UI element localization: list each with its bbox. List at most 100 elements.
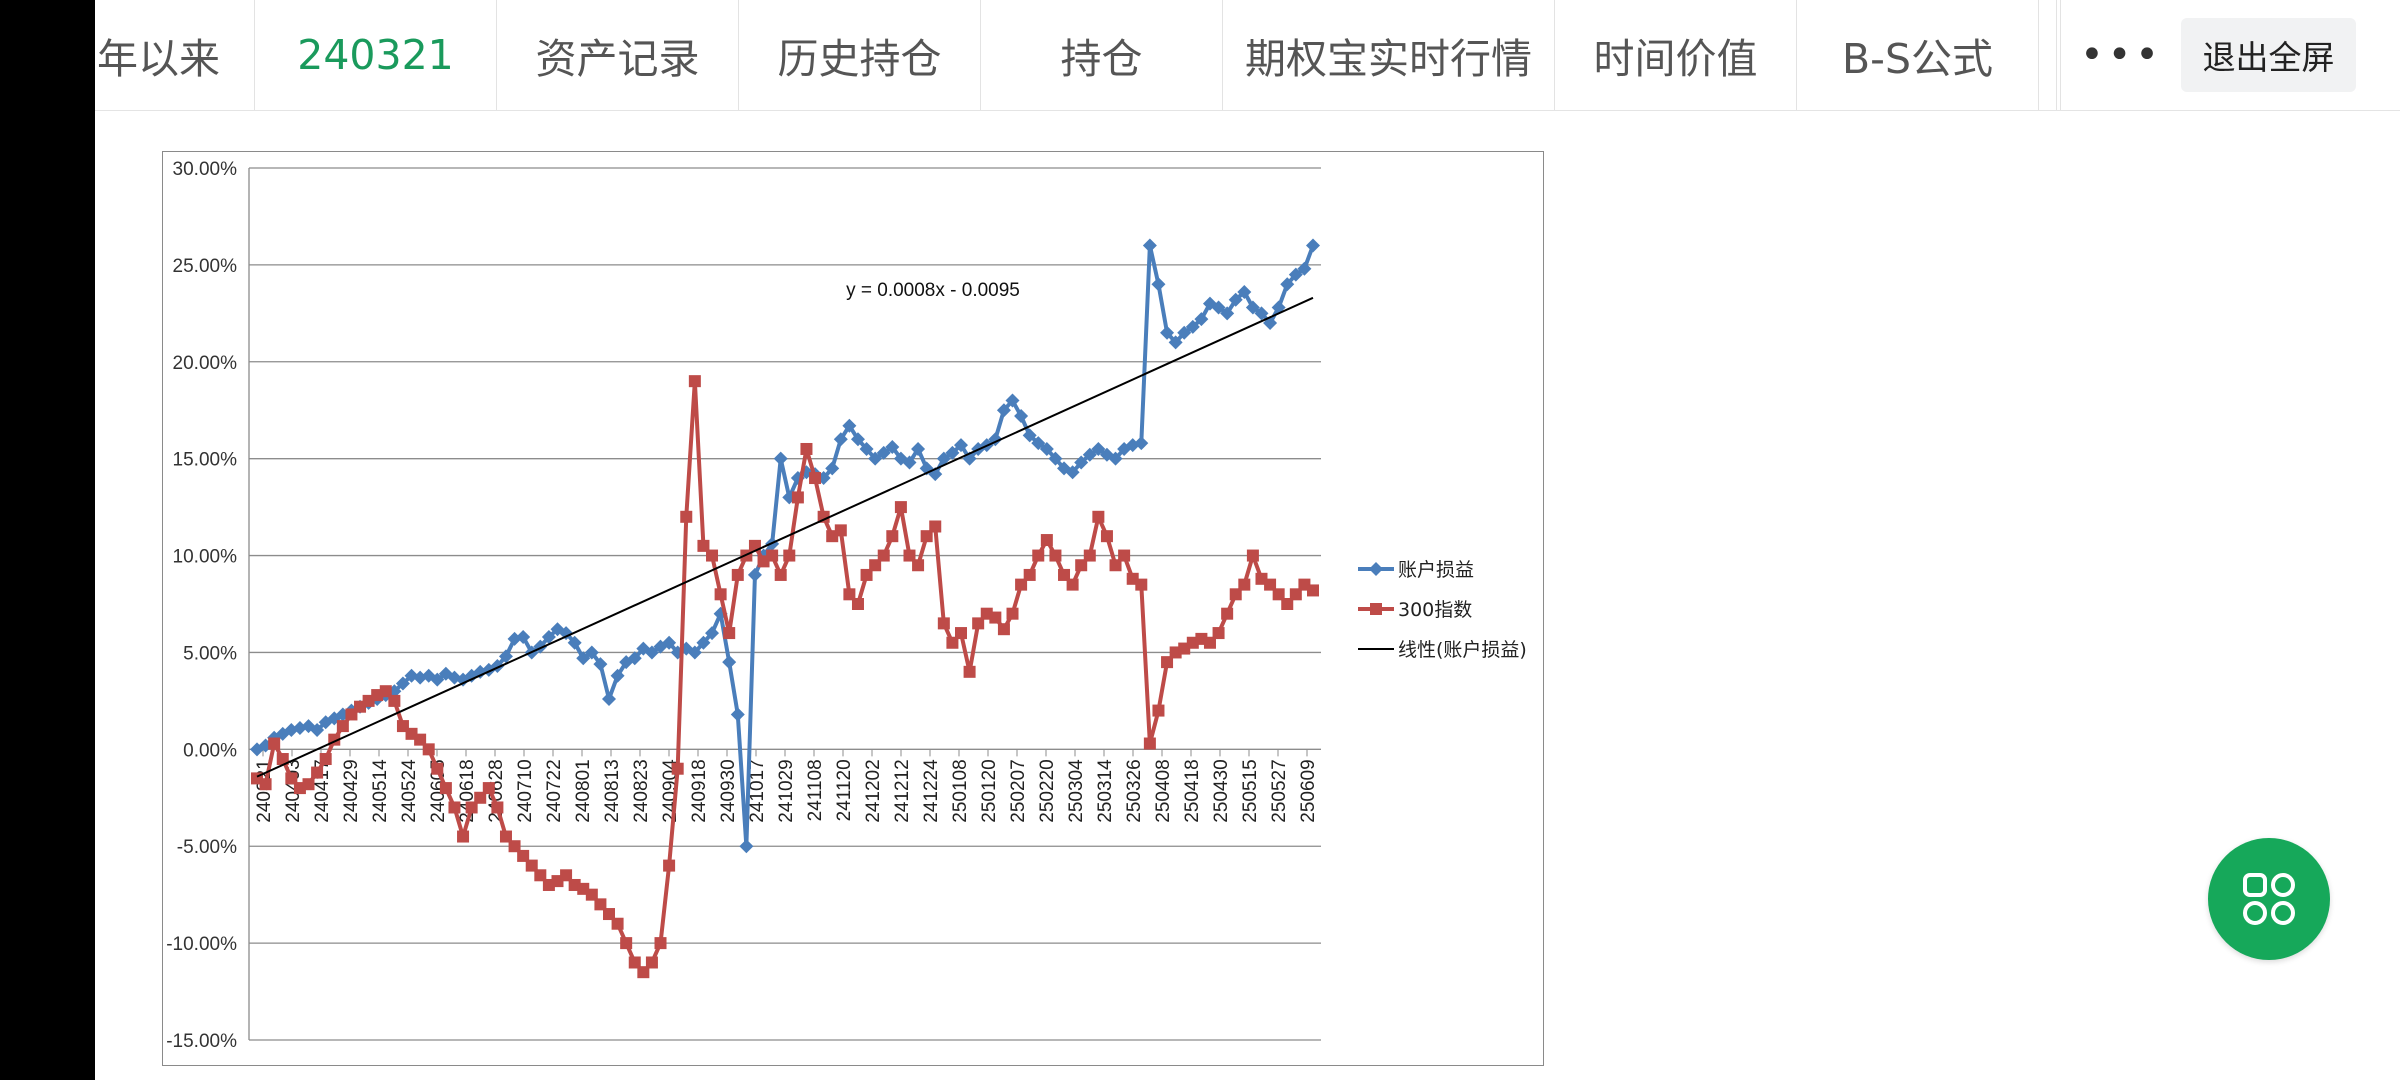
index-point <box>645 956 658 969</box>
tab-240321[interactable]: 240321 <box>255 0 497 110</box>
tab-bs-formula[interactable]: B-S公式 <box>1797 0 2039 110</box>
index-point <box>1083 549 1096 562</box>
index-point <box>1118 549 1131 562</box>
index-point <box>929 520 942 533</box>
account-point <box>687 645 702 660</box>
tab-time-value[interactable]: 时间价值 <box>1555 0 1797 110</box>
x-tick-label: 241202 <box>863 759 884 822</box>
index-point <box>499 830 512 843</box>
index-point <box>1143 737 1156 750</box>
x-tick-label: 240605 <box>428 759 449 822</box>
index-point <box>1229 588 1242 601</box>
index-point <box>1135 578 1148 591</box>
index-point <box>1281 598 1294 610</box>
account-point <box>1014 409 1029 424</box>
account-point <box>430 672 445 687</box>
index-point <box>1152 704 1165 717</box>
x-tick-label: 240524 <box>399 759 420 823</box>
account-point <box>1039 441 1054 456</box>
account-point <box>1065 465 1080 480</box>
apps-fab-button[interactable] <box>2208 838 2330 960</box>
account-point <box>1082 447 1097 462</box>
tab-options-quotes[interactable]: 期权宝实时行情 <box>1223 0 1555 110</box>
tab-label: 历史持仓 <box>777 35 942 83</box>
account-point <box>705 626 720 641</box>
tab-history-holdings[interactable]: 历史持仓 <box>739 0 981 110</box>
account-point <box>722 655 737 670</box>
tab-label: 期权宝实时行情 <box>1245 35 1532 83</box>
account-point <box>825 461 840 476</box>
index-point <box>877 549 890 562</box>
account-point <box>739 839 754 854</box>
x-tick-label: 250430 <box>1211 759 1232 822</box>
x-tick-label: 250220 <box>1037 759 1058 822</box>
index-point <box>955 627 967 640</box>
index-point <box>671 762 684 775</box>
tab-label: 持仓 <box>1060 35 1143 83</box>
x-tick-label: 240823 <box>631 759 652 822</box>
x-tick-label: 240710 <box>515 759 536 822</box>
x-tick-label: 241017 <box>747 759 768 822</box>
index-point <box>937 617 950 630</box>
account-point <box>395 676 410 691</box>
account-point <box>911 441 926 456</box>
tab-asset-records[interactable]: 资产记录 <box>497 0 739 110</box>
index-point <box>1238 578 1251 591</box>
y-tick-label: -10.00% <box>166 934 237 955</box>
x-tick-label: 241120 <box>834 759 855 821</box>
index-point <box>989 611 1002 624</box>
index-point <box>869 559 882 572</box>
tab-label: B-S公式 <box>1842 35 1993 83</box>
account-point <box>902 455 917 470</box>
index-point <box>774 568 787 581</box>
x-tick-label: 250314 <box>1095 759 1116 823</box>
account-point <box>1177 325 1192 340</box>
tab-year-to-date[interactable]: 年以来 <box>95 0 255 110</box>
index-point <box>534 869 547 882</box>
x-tick-label: 240918 <box>689 759 710 822</box>
index-point <box>594 898 607 911</box>
account-point <box>1245 300 1260 315</box>
account-point <box>1237 285 1252 300</box>
account-point <box>730 707 745 722</box>
account-point <box>773 451 788 466</box>
index-point <box>766 549 779 562</box>
account-point <box>833 432 848 447</box>
exit-fullscreen-label: 退出全屏 <box>2202 38 2335 77</box>
index-point <box>1289 588 1302 601</box>
index-point <box>259 778 272 791</box>
index-point <box>474 791 487 804</box>
more-button[interactable]: ••• <box>2060 0 2182 110</box>
x-tick-label: 250515 <box>1240 759 1261 822</box>
legend-marker-account <box>1369 562 1383 576</box>
account-point <box>1271 300 1286 315</box>
legend-label: 账户损益 <box>1398 559 1474 581</box>
apps-grid-icon <box>2243 873 2295 925</box>
account-point <box>1297 261 1312 276</box>
account-point <box>1160 325 1175 340</box>
account-point <box>1142 238 1157 253</box>
index-point <box>603 908 615 921</box>
exit-fullscreen-button[interactable]: 退出全屏 <box>2181 18 2356 92</box>
index-point <box>697 539 710 552</box>
index-point <box>817 510 830 523</box>
index-point <box>886 530 899 543</box>
index-point <box>388 694 401 707</box>
x-tick-label: 241212 <box>892 759 913 822</box>
tab-holdings[interactable]: 持仓 <box>981 0 1223 110</box>
account-point <box>859 441 874 456</box>
index-point <box>920 530 933 543</box>
account-point <box>1151 277 1166 292</box>
account-point <box>936 451 951 466</box>
y-tick-label: 20.00% <box>173 353 238 374</box>
index-point <box>1212 627 1225 640</box>
index-point <box>1203 636 1216 649</box>
index-point <box>560 869 573 882</box>
y-tick-label: 5.00% <box>183 643 237 664</box>
index-point <box>783 549 796 562</box>
index-point <box>1075 559 1088 572</box>
left-black-edge <box>0 0 95 1080</box>
x-tick-label: 250408 <box>1153 759 1174 822</box>
legend-marker-index <box>1370 603 1382 615</box>
index-point <box>1221 607 1234 620</box>
